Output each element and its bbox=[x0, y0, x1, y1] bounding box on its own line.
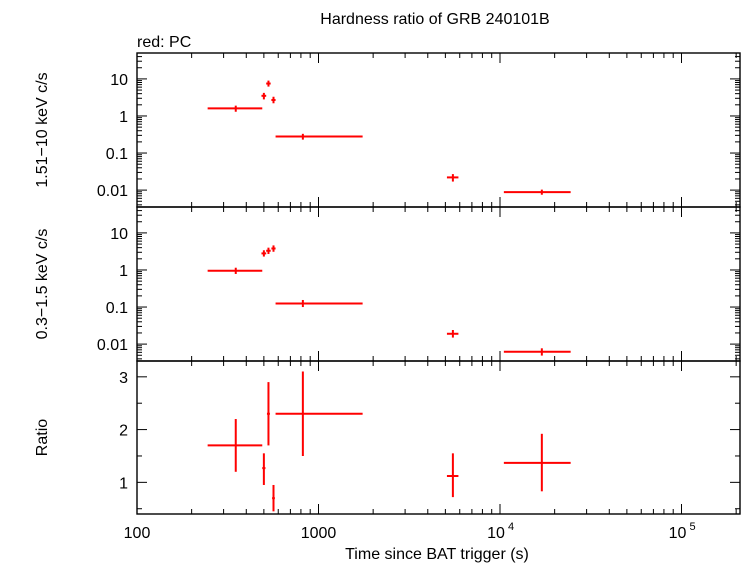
data-point bbox=[446, 174, 459, 182]
data-point bbox=[446, 453, 459, 498]
panel-frame bbox=[136, 360, 741, 515]
lower-band-panel: 10 1 0.1 0.01 0.3−1.5 keV c/s bbox=[34, 206, 741, 362]
data-point bbox=[266, 80, 271, 87]
y-tick-label: 3 bbox=[119, 370, 128, 387]
y-axis-label: 0.3−1.5 keV c/s bbox=[34, 229, 51, 340]
data-point bbox=[275, 299, 363, 308]
data-point bbox=[207, 419, 263, 472]
data-point bbox=[271, 96, 276, 104]
x-tick-exponent: 4 bbox=[508, 521, 514, 533]
y-tick-label: 10 bbox=[110, 72, 128, 89]
upper-band-panel: 10 1 0.1 0.01 1.51−10 keV c/s bbox=[34, 52, 741, 208]
data-point bbox=[262, 453, 266, 485]
y-tick-label: 0.1 bbox=[106, 146, 128, 163]
data-point bbox=[207, 267, 263, 274]
x-tick-label: 10 bbox=[669, 525, 687, 542]
data-point bbox=[261, 92, 267, 100]
panel-frame bbox=[136, 206, 741, 362]
panel-frame bbox=[136, 52, 741, 208]
plot-area: 10 1 0.1 0.01 1.51−10 keV c/s 10 1 0.1 0.01 0.3−1… bbox=[34, 52, 741, 542]
data-point bbox=[271, 245, 276, 252]
y-tick-label: 1 bbox=[119, 263, 128, 280]
data-point bbox=[272, 484, 275, 512]
ratio-panel: 1 2 3 Ratio bbox=[34, 360, 741, 515]
y-tick-label: 1 bbox=[119, 109, 128, 126]
data-point bbox=[503, 433, 571, 492]
x-tick-label: 100 bbox=[124, 525, 151, 542]
data-point bbox=[207, 105, 263, 112]
data-point bbox=[266, 382, 270, 446]
x-tick-label: 1000 bbox=[301, 525, 337, 542]
data-point bbox=[503, 348, 571, 356]
data-point bbox=[275, 371, 363, 456]
data-point bbox=[275, 133, 363, 140]
x-axis-label: Time since BAT trigger (s) bbox=[345, 546, 529, 563]
y-tick-label: 1 bbox=[119, 475, 128, 492]
y-axis-label: 1.51−10 keV c/s bbox=[34, 72, 51, 187]
x-tick-exponent: 5 bbox=[690, 521, 696, 533]
data-point bbox=[446, 330, 459, 338]
y-tick-label: 0.01 bbox=[97, 183, 128, 200]
data-point bbox=[503, 189, 571, 195]
y-axis-label: Ratio bbox=[34, 419, 51, 456]
x-tick-label: 10 bbox=[487, 525, 505, 542]
data-point bbox=[261, 250, 267, 257]
y-tick-label: 0.01 bbox=[97, 337, 128, 354]
y-tick-label: 2 bbox=[119, 423, 128, 440]
data-point bbox=[266, 247, 271, 254]
chart-subtitle: red: PC bbox=[137, 34, 191, 51]
y-tick-label: 0.1 bbox=[106, 300, 128, 317]
y-tick-label: 10 bbox=[110, 226, 128, 243]
chart-title: Hardness ratio of GRB 240101B bbox=[320, 11, 549, 28]
